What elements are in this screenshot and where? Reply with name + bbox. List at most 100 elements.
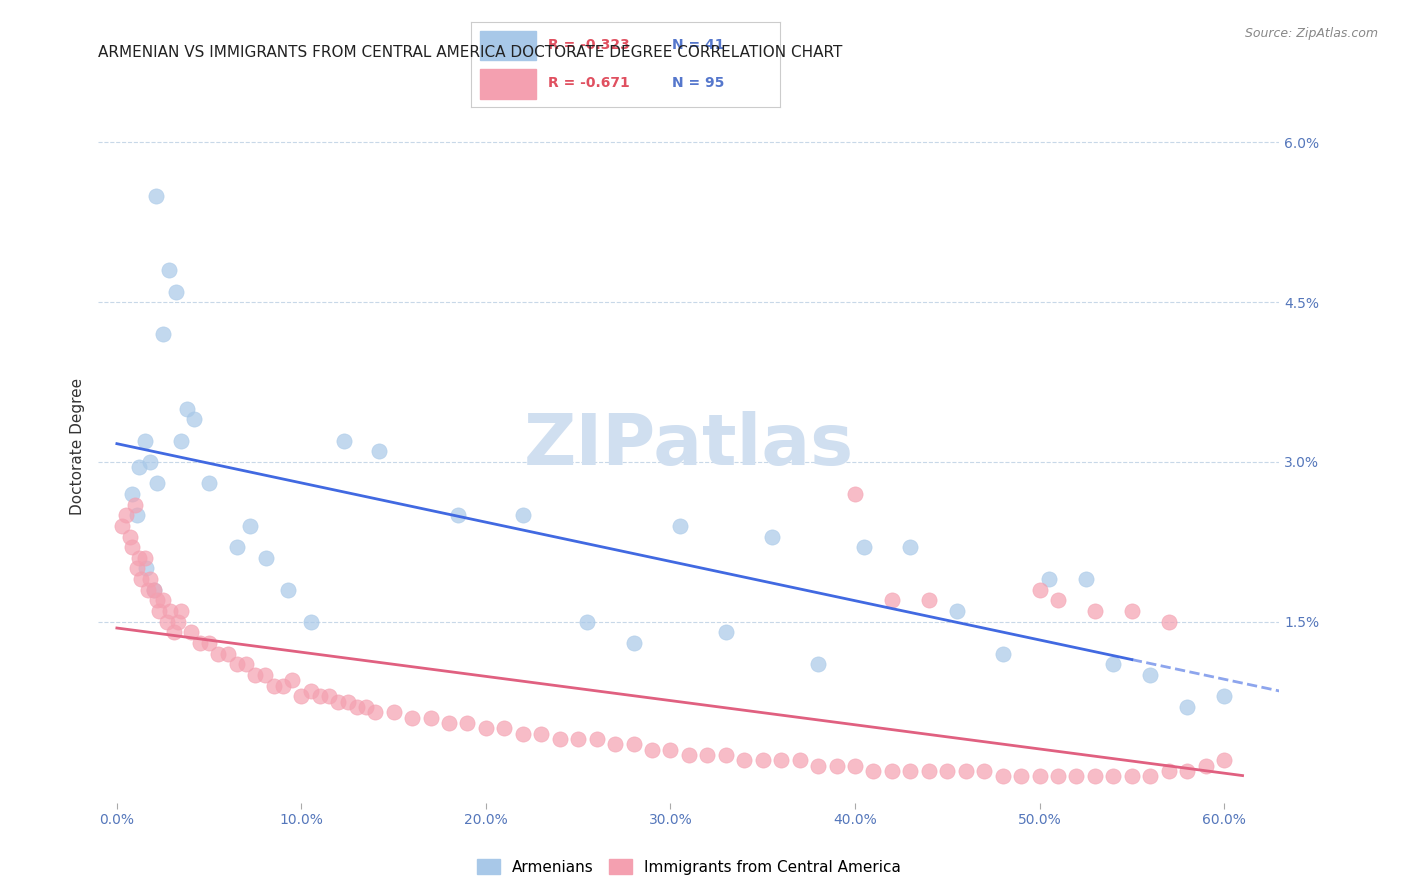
Point: [152, 593, 174, 607]
Point: [945, 604, 967, 618]
Text: N = 95: N = 95: [672, 77, 724, 90]
Point: [382, 706, 405, 720]
Point: [146, 476, 169, 491]
Point: [1157, 615, 1180, 629]
Point: [198, 476, 221, 491]
Point: [180, 625, 202, 640]
Point: [898, 540, 921, 554]
Point: [936, 764, 959, 778]
Point: [1028, 582, 1050, 597]
Point: [318, 690, 340, 704]
Point: [235, 657, 257, 672]
Point: [623, 737, 645, 751]
Point: [156, 615, 179, 629]
Point: [1046, 593, 1069, 607]
Point: [148, 604, 170, 618]
Point: [239, 519, 262, 533]
Bar: [481, 69, 536, 99]
Point: [121, 540, 143, 554]
Bar: [481, 30, 536, 61]
Point: [336, 695, 359, 709]
Point: [1175, 764, 1198, 778]
Point: [512, 726, 534, 740]
Point: [163, 625, 186, 640]
Text: R = -0.671: R = -0.671: [548, 77, 630, 90]
Point: [1213, 690, 1236, 704]
Point: [1157, 764, 1180, 778]
Point: [475, 721, 498, 735]
Point: [115, 508, 138, 523]
Point: [447, 508, 470, 523]
Point: [157, 263, 180, 277]
Point: [127, 508, 149, 523]
Point: [165, 285, 187, 299]
Point: [605, 737, 627, 751]
Point: [955, 764, 977, 778]
Point: [263, 679, 285, 693]
Point: [991, 769, 1014, 783]
Point: [419, 710, 441, 724]
Text: N = 41: N = 41: [672, 38, 724, 52]
Point: [1213, 753, 1236, 767]
Point: [145, 188, 167, 202]
Point: [714, 747, 737, 762]
Point: [328, 695, 350, 709]
Text: ARMENIAN VS IMMIGRANTS FROM CENTRAL AMERICA DOCTORATE DEGREE CORRELATION CHART: ARMENIAN VS IMMIGRANTS FROM CENTRAL AMER…: [98, 45, 842, 60]
Point: [198, 636, 221, 650]
Point: [576, 615, 599, 629]
Point: [290, 690, 312, 704]
Point: [770, 753, 793, 767]
Point: [364, 706, 387, 720]
Point: [217, 647, 239, 661]
Point: [880, 764, 903, 778]
Point: [714, 625, 737, 640]
Text: Source: ZipAtlas.com: Source: ZipAtlas.com: [1244, 27, 1378, 40]
Point: [281, 673, 304, 688]
Point: [456, 715, 478, 730]
Point: [918, 593, 941, 607]
Point: [401, 710, 423, 724]
Point: [134, 434, 156, 448]
Point: [253, 668, 276, 682]
Point: [225, 657, 247, 672]
Point: [271, 679, 294, 693]
Point: [128, 550, 150, 565]
Point: [299, 615, 322, 629]
Point: [733, 753, 755, 767]
Point: [898, 764, 921, 778]
Point: [170, 604, 193, 618]
Point: [437, 715, 460, 730]
Point: [159, 604, 181, 618]
Point: [1102, 657, 1125, 672]
Point: [111, 519, 134, 533]
Point: [121, 487, 143, 501]
Text: ZIPatlas: ZIPatlas: [524, 411, 853, 481]
Point: [696, 747, 718, 762]
Point: [333, 434, 356, 448]
Point: [548, 731, 571, 746]
Point: [668, 519, 690, 533]
Point: [139, 572, 162, 586]
Point: [1010, 769, 1032, 783]
Text: R = -0.323: R = -0.323: [548, 38, 630, 52]
Legend: Armenians, Immigrants from Central America: Armenians, Immigrants from Central Ameri…: [471, 853, 907, 880]
Point: [530, 726, 553, 740]
Point: [918, 764, 941, 778]
Point: [844, 487, 866, 501]
Point: [1084, 604, 1107, 618]
Point: [170, 434, 193, 448]
Point: [1139, 769, 1161, 783]
Point: [277, 582, 299, 597]
Point: [1038, 572, 1060, 586]
Point: [142, 582, 165, 597]
Point: [1121, 769, 1143, 783]
Point: [789, 753, 811, 767]
Point: [128, 460, 150, 475]
Point: [134, 550, 156, 565]
Point: [152, 327, 174, 342]
Point: [825, 758, 848, 772]
Point: [880, 593, 903, 607]
Point: [1175, 700, 1198, 714]
Point: [761, 529, 783, 543]
Point: [659, 742, 682, 756]
